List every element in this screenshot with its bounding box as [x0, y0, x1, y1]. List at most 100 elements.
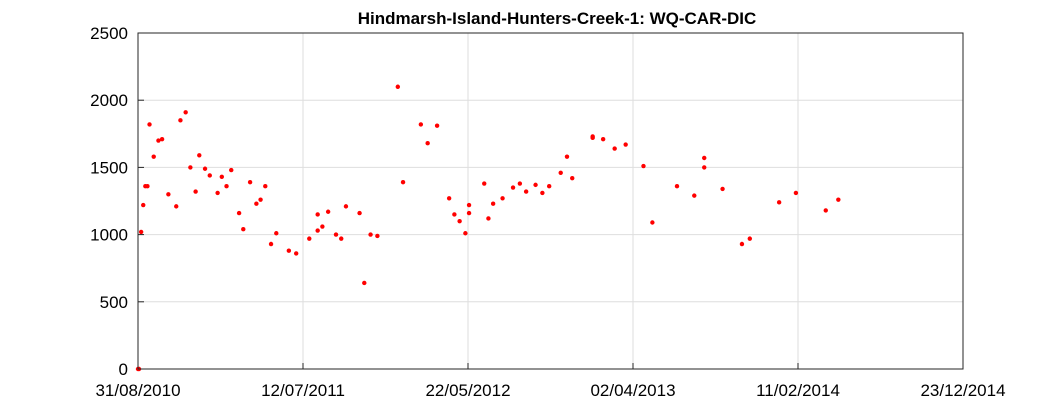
data-point [540, 190, 545, 196]
y-tick-label: 2500 [90, 24, 128, 43]
data-point [702, 165, 707, 170]
data-point [159, 136, 165, 142]
data-point [490, 201, 496, 206]
data-point [263, 184, 268, 189]
data-point [466, 202, 472, 208]
data-point [650, 220, 655, 225]
data-point [702, 155, 707, 161]
data-point [400, 179, 406, 185]
data-point [600, 136, 606, 142]
data-point [425, 141, 430, 146]
data-point [776, 200, 782, 205]
data-point [286, 248, 292, 253]
data-point [315, 228, 320, 233]
data-point [333, 232, 339, 237]
x-grid [302, 33, 799, 369]
x-tick-label: 02/04/2013 [590, 381, 675, 400]
data-point [215, 190, 220, 196]
x-tick-label: 31/08/2010 [95, 381, 180, 400]
y-tick-label: 1500 [90, 158, 128, 177]
data-point [564, 154, 570, 159]
data-point [457, 218, 462, 224]
data-point [202, 166, 208, 171]
data-point [145, 184, 150, 189]
data-point [395, 84, 401, 89]
data-point [446, 196, 452, 201]
chart-title: Hindmarsh-Island-Hunters-Creek-1: WQ-CAR… [358, 9, 757, 28]
data-point [183, 110, 188, 115]
data-point [590, 134, 595, 139]
data-point [207, 173, 212, 178]
data-point [229, 167, 234, 173]
data-point [375, 233, 380, 239]
data-point [823, 208, 828, 213]
data-point [570, 175, 575, 181]
data-point [174, 204, 179, 209]
data-point [452, 212, 457, 217]
data-point [343, 204, 349, 209]
data-point [482, 181, 487, 186]
data-point [739, 241, 745, 247]
data-point [463, 231, 468, 236]
data-point [219, 174, 225, 180]
data-point [258, 197, 263, 202]
data-point [320, 224, 325, 229]
data-point [307, 236, 312, 241]
data-point [141, 202, 146, 208]
data-point [197, 153, 202, 158]
y-tick-label: 500 [100, 293, 128, 312]
x-tick-label: 23/12/2014 [920, 381, 1005, 400]
data-point [517, 181, 523, 186]
data-point [546, 184, 552, 189]
data-point [293, 251, 299, 256]
data-point [692, 193, 697, 198]
data-point [368, 232, 373, 237]
data-point [268, 241, 274, 247]
plot-area [137, 32, 964, 370]
data-point [151, 154, 156, 159]
data-point [138, 229, 144, 235]
y-tick-label: 0 [119, 360, 128, 379]
data-point [254, 201, 259, 206]
y-tick-label: 1000 [90, 226, 128, 245]
data-point [523, 189, 529, 194]
data-point [793, 190, 799, 196]
data-point [166, 192, 171, 197]
data-point [641, 163, 646, 169]
data-point [274, 231, 279, 236]
data-point [178, 118, 183, 123]
data-points [135, 84, 841, 372]
data-point [193, 189, 198, 194]
data-point [147, 122, 152, 127]
x-tick-label: 22/05/2012 [425, 381, 510, 400]
y-axis: 0 500 1000 1500 2000 2500 [90, 24, 144, 379]
data-point [533, 182, 538, 188]
data-point [339, 236, 344, 241]
data-point [241, 227, 246, 232]
data-point [418, 122, 424, 127]
x-tick-label: 11/02/2014 [756, 381, 840, 400]
data-point [623, 142, 628, 147]
data-point [500, 196, 505, 201]
data-point [224, 184, 229, 189]
data-point [325, 209, 331, 214]
x-tick-label: 12/07/2011 [261, 381, 345, 400]
data-point [362, 280, 367, 286]
data-point [357, 210, 362, 216]
data-point [247, 179, 253, 185]
data-point [720, 186, 725, 192]
data-point [674, 184, 680, 189]
data-point [836, 197, 841, 202]
data-point [315, 212, 320, 217]
data-point [612, 146, 617, 151]
data-point [486, 216, 491, 221]
data-point [188, 165, 193, 170]
data-point [558, 170, 563, 175]
data-point [466, 210, 472, 216]
data-point [434, 123, 440, 128]
data-point [510, 185, 516, 190]
y-tick-label: 2000 [90, 91, 128, 110]
x-axis: 31/08/2010 12/07/2011 22/05/2012 02/04/2013… [95, 363, 1006, 400]
data-point [236, 210, 242, 216]
